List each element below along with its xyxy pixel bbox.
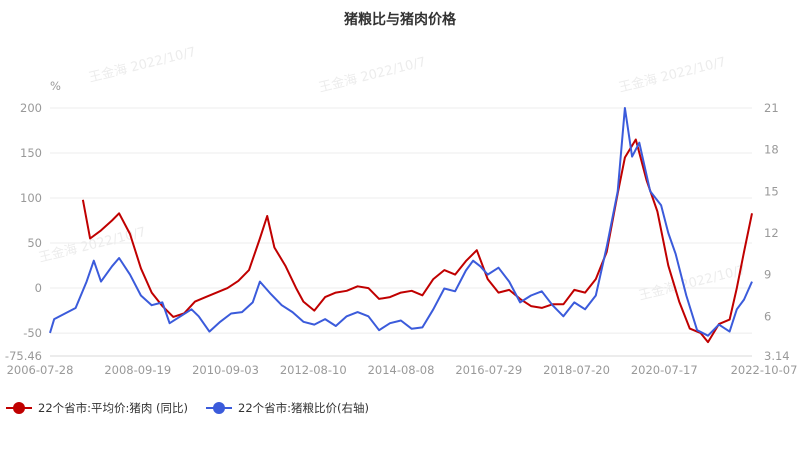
x-tick-label: 2006-07-28 <box>7 363 74 377</box>
x-tick-label: 2020-07-17 <box>631 363 698 377</box>
watermark-text: 王金海 2022/10/7 <box>87 44 197 86</box>
legend-label: 22个省市:平均价:猪肉 (同比) <box>38 401 188 415</box>
watermark-group: 王金海 2022/10/7 王金海 2022/10/7 王金海 2022/10/7 王… <box>37 44 747 304</box>
x-tick-label: 2008-09-19 <box>104 363 171 377</box>
left-tick-label: -75.46 <box>5 349 42 363</box>
right-axis-ticks: 21 18 15 12 9 6 3.14 <box>764 101 790 363</box>
legend-marker <box>213 402 225 414</box>
left-tick-label: 0 <box>35 281 42 295</box>
x-tick-label: 2012-08-10 <box>280 363 347 377</box>
legend-marker <box>13 402 25 414</box>
legend-label: 22个省市:猪粮比价(右轴) <box>238 401 369 415</box>
x-tick-label: 2014-08-08 <box>368 363 435 377</box>
left-tick-label: -50 <box>23 326 42 340</box>
x-tick-label: 2010-09-03 <box>192 363 259 377</box>
legend: 22个省市:平均价:猪肉 (同比) 22个省市:猪粮比价(右轴) <box>6 401 369 415</box>
x-axis-ticks: 2006-07-28 2008-09-19 2010-09-03 2012-08-10… <box>7 363 798 377</box>
series-line-pig-grain-ratio <box>49 107 753 337</box>
x-tick-label: 2022-10-07 <box>731 363 798 377</box>
right-tick-label: 6 <box>764 309 771 323</box>
watermark-text: 王金海 2022/10/7 <box>617 54 727 96</box>
right-tick-label: 15 <box>764 184 779 198</box>
right-tick-label: 12 <box>764 226 779 240</box>
left-tick-label: 50 <box>27 236 42 250</box>
right-tick-label: 9 <box>764 268 771 282</box>
watermark-text: 王金海 2022/10/7 <box>317 54 427 96</box>
right-tick-label: 18 <box>764 143 779 157</box>
left-tick-label: 150 <box>20 146 42 160</box>
x-tick-label: 2016-07-29 <box>455 363 522 377</box>
series-layer <box>49 107 753 344</box>
chart-title: 猪粮比与猪肉价格 <box>343 11 457 28</box>
left-tick-label: 100 <box>20 191 42 205</box>
right-tick-label: 3.14 <box>764 349 790 363</box>
left-tick-label: 200 <box>20 101 42 115</box>
watermark-text: 王金海 2022/10/7 <box>37 224 147 266</box>
x-tick-label: 2018-07-20 <box>543 363 610 377</box>
left-axis-unit: % <box>50 79 61 93</box>
right-tick-label: 21 <box>764 101 779 115</box>
left-axis-ticks: 200 150 100 50 0 -50 -75.46 <box>5 101 42 363</box>
watermark-text: 王金海 2022/10/7 <box>637 262 747 304</box>
gridlines <box>50 107 752 357</box>
series-line-pork-price-yoy <box>81 138 753 344</box>
